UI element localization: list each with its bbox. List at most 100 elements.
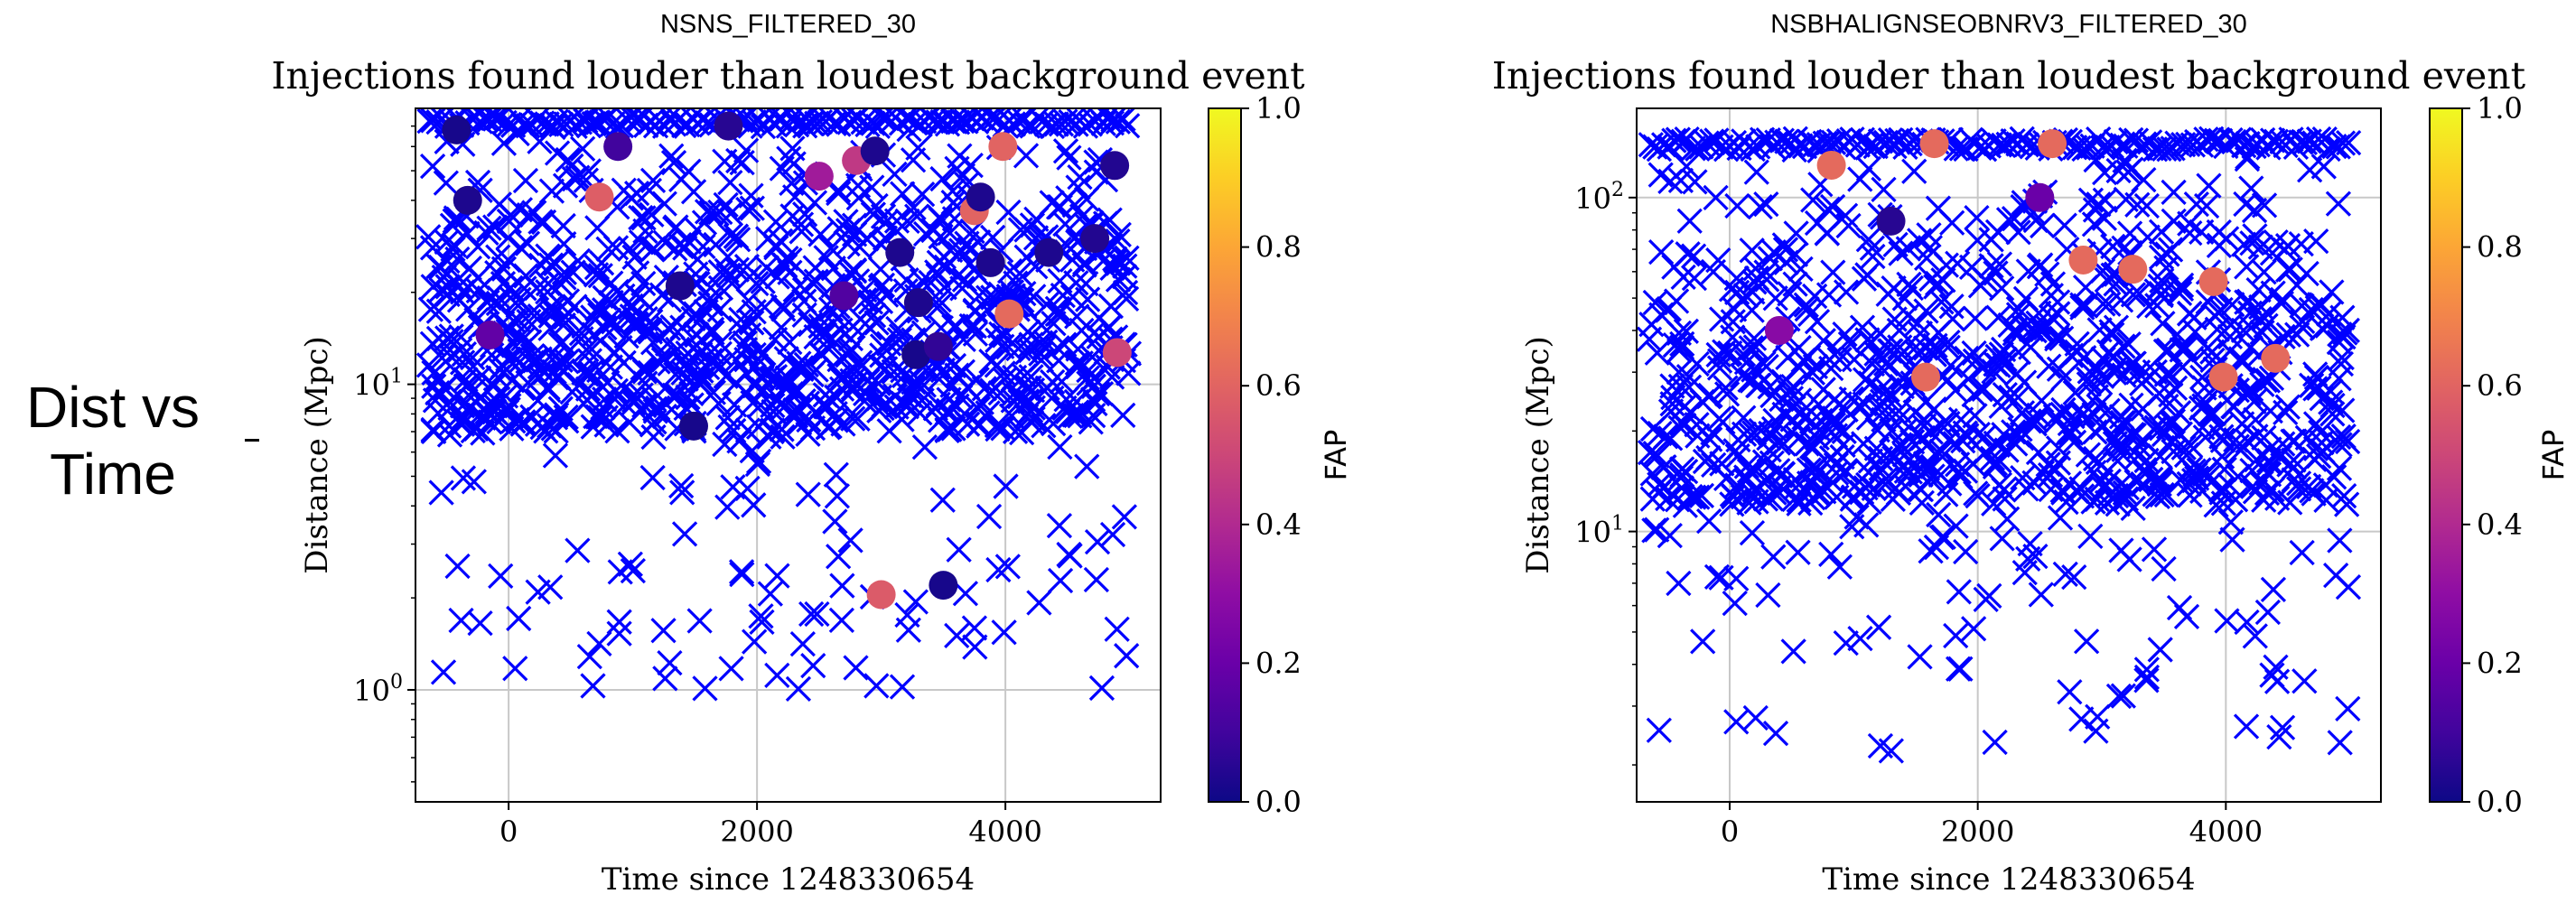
injection-cross [1667, 167, 1694, 194]
injection-cross [441, 232, 467, 258]
injection-cross [1680, 243, 1707, 269]
injection-cross [438, 323, 464, 349]
injection-cross [493, 398, 520, 425]
found-event-point [929, 571, 958, 600]
injection-cross [1674, 154, 1700, 180]
injection-cross [512, 167, 539, 194]
injection-cross [2194, 335, 2221, 361]
injection-cross [2025, 439, 2052, 466]
injection-cross [2060, 429, 2087, 456]
injection-cross [2124, 191, 2151, 218]
injection-cross [944, 622, 970, 649]
injection-cross [2239, 230, 2265, 256]
injection-cross [944, 155, 970, 182]
injection-cross [1926, 501, 1952, 528]
injection-cross [1667, 465, 1694, 491]
injection-cross [1648, 302, 1675, 328]
injection-cross [2327, 730, 2353, 756]
injection-cross [1830, 432, 1856, 459]
injection-cross [1994, 506, 2021, 532]
injection-cross [824, 483, 851, 509]
injection-cross [2196, 172, 2222, 199]
injection-cross [594, 369, 621, 396]
injection-cross [1028, 340, 1054, 367]
injection-cross [729, 150, 755, 176]
injection-cross [1880, 486, 1906, 513]
injection-cross [2126, 281, 2152, 307]
injection-cross [882, 161, 908, 187]
injection-cross [428, 277, 454, 303]
injection-cross [668, 472, 695, 499]
found-event-point [866, 580, 896, 610]
injection-cross [1851, 431, 1877, 457]
injection-cross [2321, 134, 2347, 160]
injection-cross [2235, 428, 2261, 454]
injection-cross [2310, 154, 2337, 180]
injection-cross [720, 474, 746, 500]
injection-cross [562, 293, 588, 320]
injection-cross [1887, 432, 1913, 458]
colorbar-gradient [1208, 107, 1242, 803]
injection-cross [1971, 376, 1997, 403]
injection-cross [1819, 193, 1846, 220]
injection-cross [1639, 486, 1666, 512]
injection-cross [1982, 453, 2009, 479]
injection-cross [1918, 538, 1944, 564]
injection-cross [1933, 481, 1959, 507]
injection-cross [1909, 489, 1935, 517]
found-event-point [453, 185, 482, 215]
injection-cross [1843, 504, 1870, 530]
injection-cross [587, 263, 613, 289]
injection-cross [611, 376, 638, 402]
injection-cross [846, 234, 873, 260]
chart-title: Injections found louder than loudest bac… [271, 54, 1305, 98]
injection-cross [1954, 345, 1980, 372]
injection-cross [498, 275, 524, 301]
injection-cross [2133, 667, 2160, 694]
injection-cross [2052, 561, 2078, 588]
injection-cross [1867, 128, 1894, 154]
injection-cross [1810, 328, 1836, 354]
injection-cross [1660, 384, 1686, 411]
injection-cross [495, 225, 521, 251]
injection-cross [1700, 420, 1726, 446]
injection-cross [993, 473, 1019, 499]
injection-cross [2274, 232, 2301, 259]
colorbar-tick-label: 0.2 [1255, 646, 1302, 680]
injection-cross [1647, 420, 1673, 447]
injection-cross [1073, 186, 1100, 212]
injection-cross [751, 294, 778, 321]
injection-cross [1760, 415, 1787, 442]
injection-cross [1814, 220, 1841, 247]
injection-cross [1860, 243, 1886, 270]
injection-cross [1742, 704, 1769, 731]
injection-cross [2120, 495, 2146, 522]
injection-cross [2076, 371, 2102, 397]
injection-cross [1756, 437, 1782, 463]
injection-cross [2158, 382, 2184, 408]
injection-cross [2285, 476, 2312, 502]
injection-cross [1083, 566, 1110, 593]
injection-cross [1958, 254, 1985, 280]
injection-cross [778, 380, 805, 407]
injection-cross [2049, 325, 2075, 351]
injection-cross [1033, 291, 1059, 318]
injection-cross [2173, 442, 2200, 469]
injection-cross [1780, 395, 1806, 421]
injection-cross [1854, 262, 1881, 288]
injection-cross [1750, 350, 1777, 377]
injection-cross [437, 395, 463, 421]
injection-cross [1762, 285, 1788, 312]
injection-cross [2309, 430, 2335, 456]
injection-cross [717, 170, 743, 196]
injection-cross [639, 464, 666, 491]
injection-cross [2103, 482, 2130, 509]
injection-cross [2207, 477, 2234, 503]
injection-cross [869, 342, 895, 368]
injection-cross [428, 479, 454, 506]
injection-cross [1797, 301, 1824, 328]
found-event-point [665, 271, 695, 301]
injection-cross [415, 224, 442, 250]
y-tick-label: 100 [353, 671, 403, 708]
injection-cross [429, 345, 455, 371]
